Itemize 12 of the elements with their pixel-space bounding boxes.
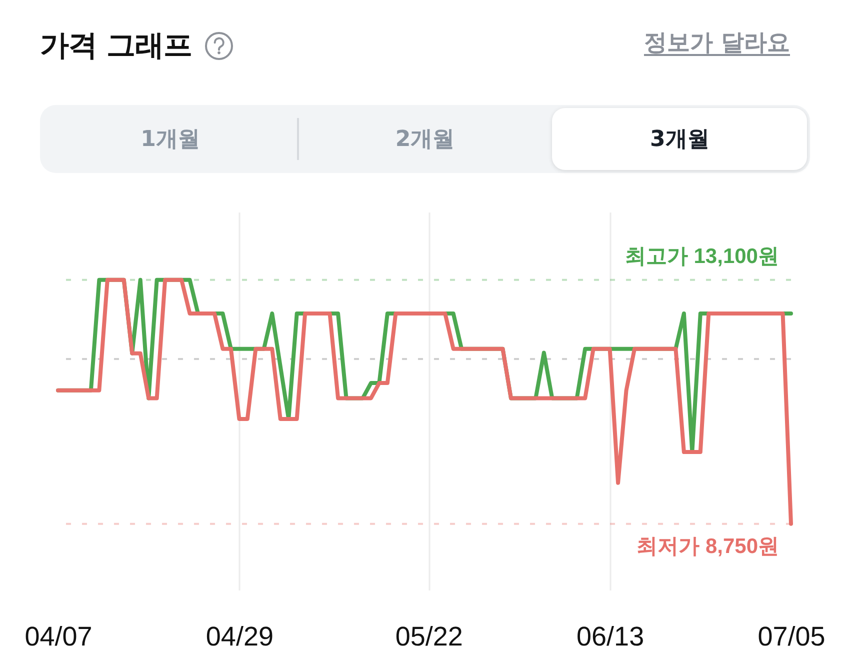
x-tick-label: 07/05 [758, 622, 826, 652]
x-tick-label: 04/07 [24, 622, 92, 652]
period-tab[interactable]: 2개월 [298, 108, 552, 170]
period-tab[interactable]: 1개월 [43, 108, 298, 170]
x-tick-label: 04/29 [206, 622, 274, 652]
ref-line-label: 최고가 13,100원 [624, 244, 779, 268]
period-tab[interactable]: 3개월 [552, 108, 807, 170]
x-tick-label: 05/22 [395, 622, 463, 652]
ref-line-label: 최저가 8,750원 [636, 534, 779, 558]
chart-title: 가격 그래프 [40, 27, 192, 64]
x-tick-label: 06/13 [576, 622, 644, 652]
report-link[interactable]: 정보가 달라요 [644, 27, 790, 58]
